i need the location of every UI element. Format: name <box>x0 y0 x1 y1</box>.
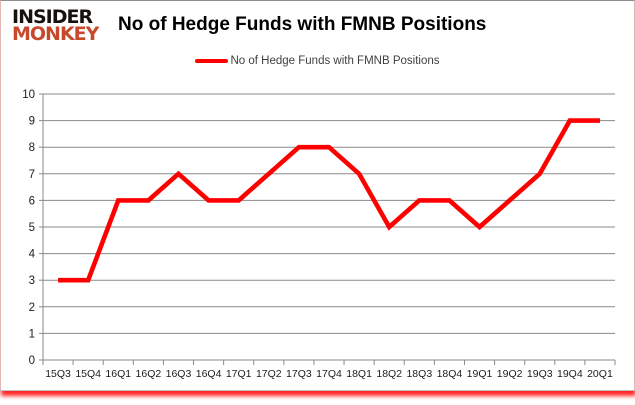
x-tick-label-16Q4: 16Q4 <box>196 368 222 380</box>
data-line-0 <box>58 118 600 283</box>
x-tick-label-15Q3: 15Q3 <box>45 368 71 380</box>
x-tick-label-17Q1: 17Q1 <box>226 368 252 380</box>
x-tick-label-16Q3: 16Q3 <box>166 368 192 380</box>
y-tick-label-6: 6 <box>29 195 35 207</box>
y-tick-label-8: 8 <box>29 142 35 154</box>
chart-title: No of Hedge Funds with FMNB Positions <box>118 14 487 35</box>
x-tick-label-18Q4: 18Q4 <box>437 368 463 380</box>
y-tick-label-0: 0 <box>29 355 35 367</box>
logo-text-monkey: MONKEY <box>12 22 99 45</box>
y-tick-label-1: 1 <box>29 328 35 340</box>
x-tick-label-18Q1: 18Q1 <box>346 368 372 380</box>
y-tick-label-4: 4 <box>29 249 36 261</box>
x-tick-label-19Q3: 19Q3 <box>527 368 553 380</box>
y-tick-label-10: 10 <box>22 89 35 101</box>
x-tick-label-16Q2: 16Q2 <box>136 368 162 380</box>
x-tick-label-18Q3: 18Q3 <box>406 368 432 380</box>
x-tick-label-19Q2: 19Q2 <box>497 368 523 380</box>
x-tick-label-16Q1: 16Q1 <box>105 368 131 380</box>
x-tick-label-17Q4: 17Q4 <box>316 368 342 380</box>
y-tick-label-3: 3 <box>29 275 35 287</box>
y-tick-label-7: 7 <box>29 169 35 181</box>
insider-monkey-logo: INSIDER MONKEY <box>12 6 99 45</box>
y-tick-label-9: 9 <box>29 116 35 128</box>
chart-frame: INSIDER MONKEY No of Hedge Funds with FM… <box>0 0 635 391</box>
y-tick-label-2: 2 <box>29 302 35 314</box>
chart-legend: No of Hedge Funds with FMNB Positions <box>1 55 634 67</box>
x-tick-label-17Q2: 17Q2 <box>256 368 282 380</box>
y-tick-label-5: 5 <box>29 222 35 234</box>
x-tick-label-20Q1: 20Q1 <box>587 368 613 380</box>
x-tick-label-18Q2: 18Q2 <box>376 368 402 380</box>
x-tick-label-19Q4: 19Q4 <box>557 368 583 380</box>
legend-line-swatch <box>195 59 229 63</box>
x-tick-label-17Q3: 17Q3 <box>286 368 312 380</box>
x-tick-label-15Q4: 15Q4 <box>75 368 101 380</box>
legend-label: No of Hedge Funds with FMNB Positions <box>230 55 440 67</box>
x-tick-label-19Q1: 19Q1 <box>467 368 493 380</box>
logo-text-insider: INSIDER <box>12 6 93 28</box>
line-chart: 0 1 2 3 4 5 6 7 8 9 10 15Q3 15Q4 16Q1 16Q2 16Q3 16Q4 17Q1… <box>22 89 616 380</box>
